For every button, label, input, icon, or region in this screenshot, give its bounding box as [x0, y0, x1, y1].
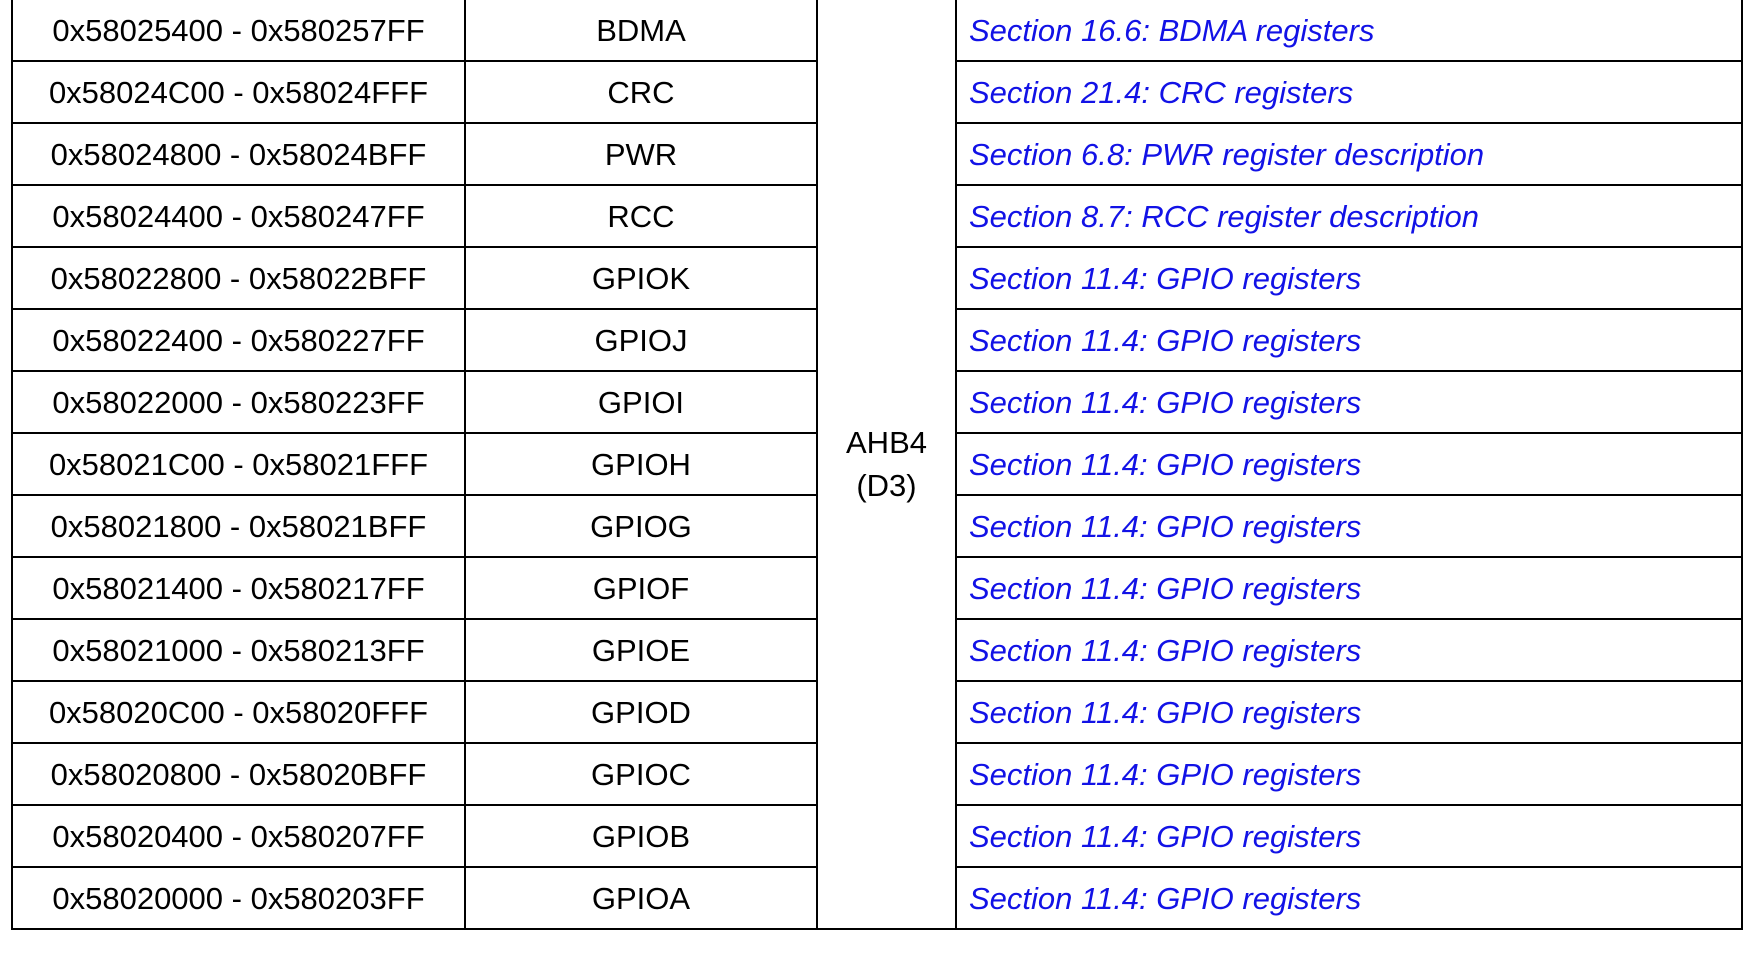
register-section-link[interactable]: Section 11.4: GPIO registers [969, 570, 1362, 606]
table-row: 0x58020000 - 0x580203FF GPIOA Section 11.4… [11, 866, 1743, 930]
peripheral-cell: GPIOK [464, 246, 818, 310]
memory-map-table: 0x58025400 - 0x580257FF BDMA AHB4 (D3) Secti… [11, 0, 1743, 930]
address-range-cell: 0x58020C00 - 0x58020FFF [11, 680, 466, 744]
register-map-cell: Section 11.4: GPIO registers [955, 494, 1743, 558]
register-section-link[interactable]: Section 11.4: GPIO registers [969, 508, 1362, 544]
table-row: 0x58020400 - 0x580207FF GPIOB Section 11.4… [11, 804, 1743, 868]
address-range-cell: 0x58021800 - 0x58021BFF [11, 494, 466, 558]
register-map-cell: Section 11.4: GPIO registers [955, 246, 1743, 310]
register-map-cell: Section 11.4: GPIO registers [955, 370, 1743, 434]
address-range-cell: 0x58020000 - 0x580203FF [11, 866, 466, 930]
register-section-link[interactable]: Section 16.6: BDMA registers [969, 12, 1375, 48]
register-section-link[interactable]: Section 11.4: GPIO registers [969, 446, 1362, 482]
bus-label: AHB4 (D3) [846, 421, 927, 508]
address-range-cell: 0x58021400 - 0x580217FF [11, 556, 466, 620]
address-range-cell: 0x58024800 - 0x58024BFF [11, 122, 466, 186]
register-map-cell: Section 11.4: GPIO registers [955, 618, 1743, 682]
peripheral-cell: GPIOC [464, 742, 818, 806]
address-range-cell: 0x58022400 - 0x580227FF [11, 308, 466, 372]
address-range-cell: 0x58022000 - 0x580223FF [11, 370, 466, 434]
register-map-cell: Section 11.4: GPIO registers [955, 556, 1743, 620]
table-row: 0x58021C00 - 0x58021FFF GPIOH Section 11.4… [11, 432, 1743, 496]
address-range-cell: 0x58024400 - 0x580247FF [11, 184, 466, 248]
register-map-cell: Section 11.4: GPIO registers [955, 680, 1743, 744]
register-section-link[interactable]: Section 11.4: GPIO registers [969, 260, 1362, 296]
register-section-link[interactable]: Section 11.4: GPIO registers [969, 694, 1362, 730]
register-map-cell: Section 11.4: GPIO registers [955, 432, 1743, 496]
register-section-link[interactable]: Section 21.4: CRC registers [969, 74, 1354, 110]
register-section-link[interactable]: Section 8.7: RCC register description [969, 198, 1480, 234]
peripheral-cell: GPIOA [464, 866, 818, 930]
register-map-cell: Section 16.6: BDMA registers [955, 0, 1743, 62]
address-range-cell: 0x58021C00 - 0x58021FFF [11, 432, 466, 496]
table-row: 0x58021000 - 0x580213FF GPIOE Section 11.4… [11, 618, 1743, 682]
register-section-link[interactable]: Section 11.4: GPIO registers [969, 818, 1362, 854]
peripheral-cell: BDMA [464, 0, 818, 62]
peripheral-cell: GPIOE [464, 618, 818, 682]
register-map-cell: Section 11.4: GPIO registers [955, 866, 1743, 930]
register-map-cell: Section 6.8: PWR register description [955, 122, 1743, 186]
register-map-cell: Section 11.4: GPIO registers [955, 804, 1743, 868]
address-range-cell: 0x58020800 - 0x58020BFF [11, 742, 466, 806]
table-row: 0x58020800 - 0x58020BFF GPIOC Section 11.4… [11, 742, 1743, 806]
bus-name: AHB4 [846, 424, 927, 460]
register-map-cell: Section 8.7: RCC register description [955, 184, 1743, 248]
peripheral-cell: GPIOB [464, 804, 818, 868]
register-map-cell: Section 11.4: GPIO registers [955, 308, 1743, 372]
table-row: 0x58022000 - 0x580223FF GPIOI Section 11.4… [11, 370, 1743, 434]
peripheral-cell: PWR [464, 122, 818, 186]
register-section-link[interactable]: Section 11.4: GPIO registers [969, 880, 1362, 916]
table-row: 0x58022800 - 0x58022BFF GPIOK Section 11.4… [11, 246, 1743, 310]
address-range-cell: 0x58025400 - 0x580257FF [11, 0, 466, 62]
bus-domain: (D3) [856, 468, 917, 503]
table-row: 0x58024400 - 0x580247FF RCC Section 8.7: R… [11, 184, 1743, 248]
memory-map-table-body: 0x58025400 - 0x580257FF BDMA AHB4 (D3) Secti… [11, 0, 1743, 930]
register-section-link[interactable]: Section 11.4: GPIO registers [969, 322, 1362, 358]
address-range-cell: 0x58021000 - 0x580213FF [11, 618, 466, 682]
register-section-link[interactable]: Section 11.4: GPIO registers [969, 384, 1362, 420]
peripheral-cell: GPIOH [464, 432, 818, 496]
address-range-cell: 0x58022800 - 0x58022BFF [11, 246, 466, 310]
register-section-link[interactable]: Section 11.4: GPIO registers [969, 756, 1362, 792]
table-row: 0x58020C00 - 0x58020FFF GPIOD Section 11.4… [11, 680, 1743, 744]
peripheral-cell: GPIOD [464, 680, 818, 744]
table-row: 0x58024800 - 0x58024BFF PWR Section 6.8: P… [11, 122, 1743, 186]
peripheral-cell: GPIOI [464, 370, 818, 434]
peripheral-cell: GPIOF [464, 556, 818, 620]
table-row: 0x58021400 - 0x580217FF GPIOF Section 11.4… [11, 556, 1743, 620]
table-row: 0x58022400 - 0x580227FF GPIOJ Section 11.4… [11, 308, 1743, 372]
address-range-cell: 0x58020400 - 0x580207FF [11, 804, 466, 868]
peripheral-cell: GPIOJ [464, 308, 818, 372]
table-row: 0x58024C00 - 0x58024FFF CRC Section 21.4: … [11, 60, 1743, 124]
bus-cell: AHB4 (D3) [816, 0, 957, 930]
register-map-cell: Section 11.4: GPIO registers [955, 742, 1743, 806]
peripheral-cell: GPIOG [464, 494, 818, 558]
table-row: 0x58025400 - 0x580257FF BDMA AHB4 (D3) Secti… [11, 0, 1743, 930]
peripheral-cell: CRC [464, 60, 818, 124]
table-row: 0x58021800 - 0x58021BFF GPIOG Section 11.4… [11, 494, 1743, 558]
register-section-link[interactable]: Section 6.8: PWR register description [969, 136, 1485, 172]
register-map-cell: Section 21.4: CRC registers [955, 60, 1743, 124]
peripheral-cell: RCC [464, 184, 818, 248]
register-section-link[interactable]: Section 11.4: GPIO registers [969, 632, 1362, 668]
address-range-cell: 0x58024C00 - 0x58024FFF [11, 60, 466, 124]
